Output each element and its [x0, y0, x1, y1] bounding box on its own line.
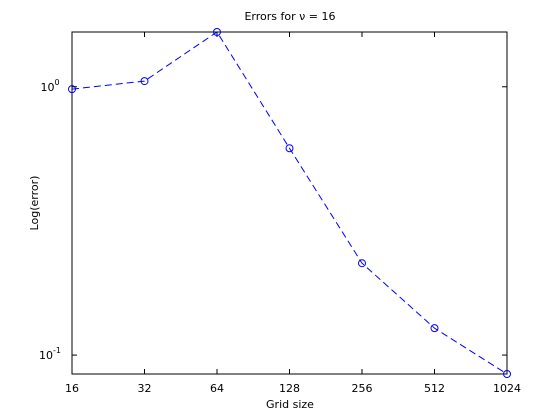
- x-tick-label: 1024: [493, 382, 521, 395]
- y-axis-label: Log(error): [28, 176, 41, 231]
- x-tick-label: 128: [279, 382, 300, 395]
- data-point: [68, 85, 76, 94]
- x-tick-label: 32: [138, 382, 152, 395]
- y-tick-base: 10: [40, 81, 54, 94]
- x-axis-label: Grid size: [266, 398, 314, 411]
- series-line: [71, 31, 508, 375]
- chart-title: Errors for ν = 16: [244, 10, 335, 23]
- x-tick-label: 16: [65, 382, 79, 395]
- y-tick-label: 10-1: [39, 346, 61, 362]
- y-tick-exponent: 0: [54, 78, 59, 87]
- x-tick-label: 256: [352, 382, 373, 395]
- data-point: [503, 370, 511, 378]
- y-tick-base: 10: [39, 349, 53, 362]
- data-point: [213, 28, 221, 36]
- y-tick-exponent: -1: [53, 346, 61, 355]
- data-point: [430, 324, 439, 333]
- data-point: [358, 259, 366, 268]
- y-tick-label: 100: [40, 78, 59, 94]
- x-tick-label: 64: [210, 382, 224, 395]
- data-point: [140, 77, 149, 86]
- x-tick-label: 512: [424, 382, 445, 395]
- data-point: [285, 144, 294, 153]
